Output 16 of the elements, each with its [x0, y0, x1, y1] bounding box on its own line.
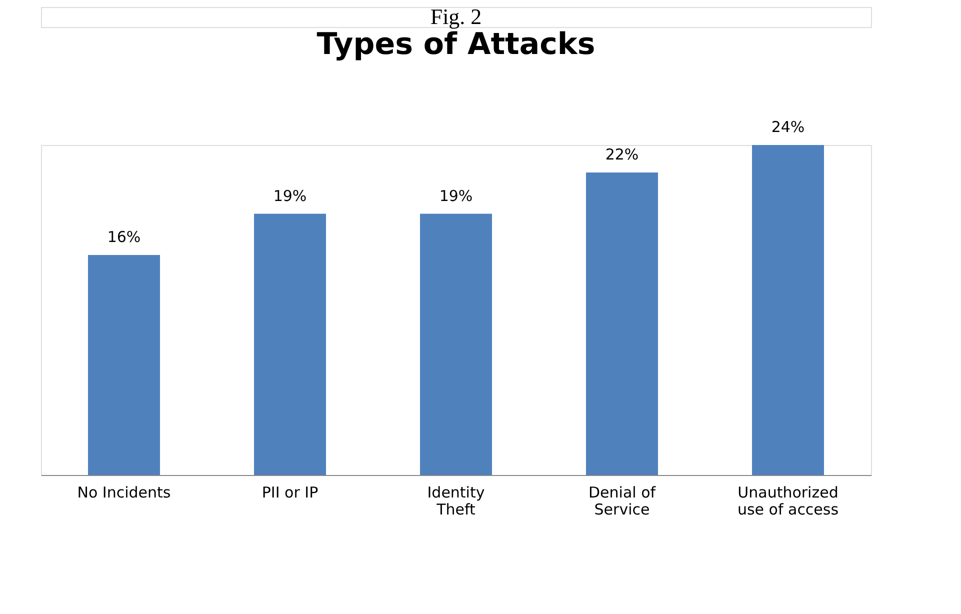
x-tick-label: PII or IP: [262, 484, 318, 502]
bar: [420, 214, 492, 475]
bar: [752, 145, 824, 475]
data-label: 24%: [771, 118, 805, 136]
caption: Fig. 2: [430, 4, 482, 29]
data-label: 19%: [439, 186, 473, 205]
data-label: 22%: [605, 146, 639, 164]
data-label: 16%: [107, 228, 141, 246]
x-tick-label: No Incidents: [77, 484, 171, 502]
x-tick-label: Identity Theft: [427, 484, 485, 518]
data-label: 19%: [273, 186, 307, 205]
bar: [254, 214, 326, 475]
bar: [586, 172, 658, 475]
x-tick-label: Unauthorized use of access: [737, 484, 839, 518]
x-tick-label: Denial of Service: [588, 484, 656, 518]
bar: [88, 255, 160, 475]
